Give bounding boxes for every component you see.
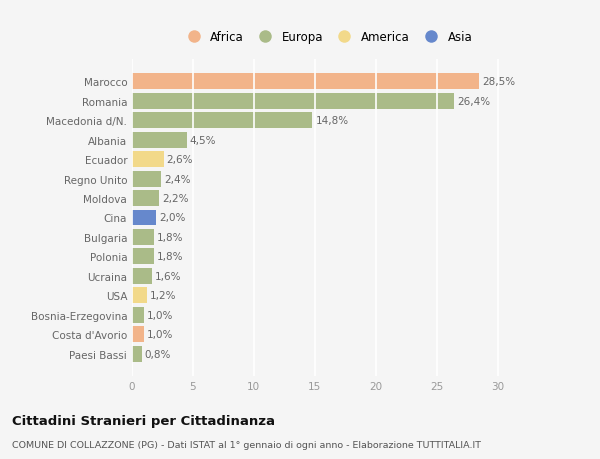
Text: 2,4%: 2,4% — [164, 174, 191, 184]
Text: 1,0%: 1,0% — [147, 330, 173, 340]
Bar — [132, 171, 161, 187]
Bar — [132, 74, 479, 90]
Bar — [132, 190, 159, 207]
Text: 4,5%: 4,5% — [190, 135, 217, 146]
Text: 1,8%: 1,8% — [157, 252, 184, 262]
Text: 2,6%: 2,6% — [167, 155, 193, 165]
Text: 28,5%: 28,5% — [482, 77, 515, 87]
Text: 26,4%: 26,4% — [457, 96, 490, 106]
Bar — [132, 346, 142, 362]
Bar — [132, 152, 164, 168]
Text: Cittadini Stranieri per Cittadinanza: Cittadini Stranieri per Cittadinanza — [12, 414, 275, 428]
Bar — [132, 249, 154, 265]
Text: 14,8%: 14,8% — [316, 116, 349, 126]
Bar — [132, 210, 157, 226]
Text: 0,8%: 0,8% — [145, 349, 171, 359]
Bar — [132, 288, 146, 304]
Text: COMUNE DI COLLAZZONE (PG) - Dati ISTAT al 1° gennaio di ogni anno - Elaborazione: COMUNE DI COLLAZZONE (PG) - Dati ISTAT a… — [12, 441, 481, 449]
Text: 1,8%: 1,8% — [157, 232, 184, 242]
Bar — [132, 307, 144, 323]
Text: 1,6%: 1,6% — [155, 271, 181, 281]
Text: 2,0%: 2,0% — [160, 213, 186, 223]
Bar — [132, 94, 454, 109]
Bar — [132, 269, 151, 284]
Text: 2,2%: 2,2% — [162, 194, 188, 204]
Text: 1,2%: 1,2% — [149, 291, 176, 301]
Bar — [132, 132, 187, 148]
Legend: Africa, Europa, America, Asia: Africa, Europa, America, Asia — [178, 28, 476, 48]
Bar — [132, 230, 154, 246]
Text: 1,0%: 1,0% — [147, 310, 173, 320]
Bar — [132, 113, 313, 129]
Bar — [132, 327, 144, 342]
